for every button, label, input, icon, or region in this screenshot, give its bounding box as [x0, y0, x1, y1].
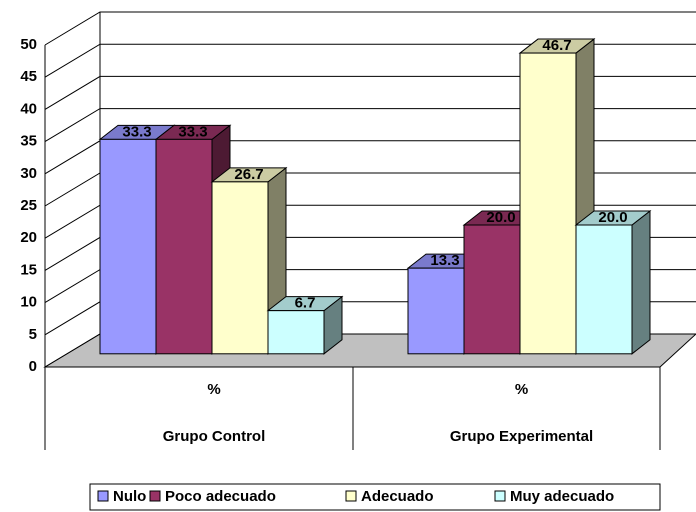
- y-tick-label: 5: [29, 326, 37, 343]
- y-tick-label: 15: [20, 261, 37, 278]
- value-label: 26.7: [234, 166, 263, 183]
- legend-swatch: [345, 490, 357, 502]
- y-tick-label: 30: [20, 165, 37, 182]
- bar-front: [463, 224, 521, 355]
- legend-swatch: [494, 490, 506, 502]
- bar-front: [267, 310, 325, 355]
- bar-front: [99, 138, 157, 355]
- value-label: 20.0: [486, 209, 515, 226]
- legend-label: Poco adecuado: [165, 488, 276, 505]
- legend: [89, 483, 661, 511]
- legend-label: Muy adecuado: [510, 488, 614, 505]
- bar-front: [519, 52, 577, 355]
- legend-swatch: [97, 490, 109, 502]
- grid-line: [44, 11, 696, 46]
- value-label: 6.7: [295, 295, 316, 312]
- bar-front: [407, 267, 465, 355]
- legend-label: Adecuado: [361, 488, 434, 505]
- value-label: 33.3: [178, 123, 207, 140]
- group-label: Grupo Experimental: [450, 428, 593, 445]
- grid-line: [44, 43, 696, 78]
- value-label: 13.3: [430, 252, 459, 269]
- value-label: 46.7: [542, 37, 571, 54]
- legend-label: Nulo: [113, 488, 146, 505]
- value-label: 20.0: [598, 209, 627, 226]
- x-tick-label: %: [207, 381, 220, 398]
- bar-front: [155, 138, 213, 355]
- x-tick-label: %: [515, 381, 528, 398]
- y-tick-label: 40: [20, 100, 37, 117]
- y-tick-label: 35: [20, 133, 37, 150]
- grid-line: [44, 75, 696, 110]
- bar: [210, 166, 288, 355]
- bar: [574, 209, 652, 355]
- bar-front: [211, 181, 269, 355]
- legend-swatch: [149, 490, 161, 502]
- bar-side: [631, 209, 651, 355]
- y-tick-label: 20: [20, 229, 37, 246]
- y-tick-label: 10: [20, 294, 37, 311]
- y-tick-label: 45: [20, 68, 37, 85]
- y-tick-label: 0: [29, 358, 37, 375]
- group-label: Grupo Control: [163, 428, 265, 445]
- value-label: 33.3: [122, 123, 151, 140]
- y-tick-label: 50: [20, 36, 37, 53]
- bar: [266, 295, 344, 355]
- y-tick-label: 25: [20, 197, 37, 214]
- bar-front: [575, 224, 633, 355]
